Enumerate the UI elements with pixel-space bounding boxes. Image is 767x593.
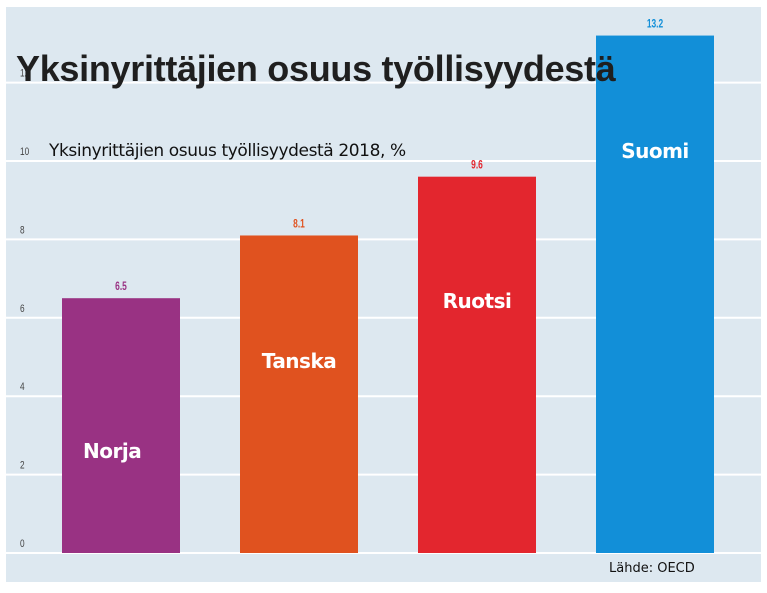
y-tick-label: 6 [20, 303, 25, 315]
bar-suomi [596, 35, 714, 554]
bar-tanska [240, 235, 358, 554]
y-tick-label: 4 [20, 381, 25, 393]
source-note: Lähde: OECD [609, 561, 695, 576]
category-label: Norja [83, 439, 141, 463]
y-tick-label: 8 [20, 224, 25, 236]
bar-norja [62, 298, 180, 553]
data-label: 13.2 [647, 18, 664, 31]
category-label: Ruotsi [443, 289, 512, 313]
data-label: 9.6 [471, 159, 483, 172]
chart-subtitle: Yksinyrittäjien osuus työllisyydestä 201… [49, 141, 406, 161]
y-tick-label: 0 [20, 538, 25, 550]
bar-ruotsi [418, 176, 536, 553]
data-label: 6.5 [115, 281, 127, 294]
y-tick-label: 12 [20, 68, 29, 80]
category-label: Suomi [621, 139, 689, 163]
data-label: 8.1 [293, 218, 305, 231]
chart-title: Yksinyrittäjien osuus työllisyydestä [16, 48, 616, 89]
y-tick-label: 2 [20, 460, 25, 472]
category-label: Tanska [262, 349, 337, 373]
y-tick-label: 10 [20, 146, 30, 158]
